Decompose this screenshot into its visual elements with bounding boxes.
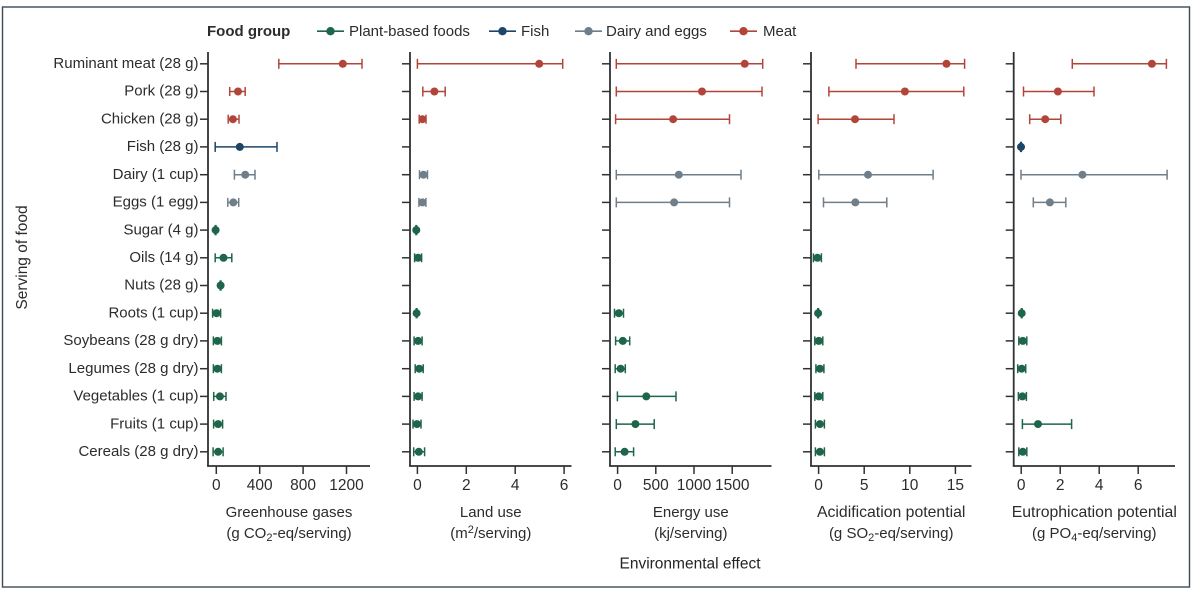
svg-text:Soybeans (28 g dry): Soybeans (28 g dry) [63, 332, 198, 349]
svg-text:Plant-based foods: Plant-based foods [349, 23, 470, 40]
svg-text:Energy use: Energy use [653, 504, 729, 521]
svg-text:(m2​/serving): (m2​/serving) [450, 524, 531, 542]
svg-text:5: 5 [860, 477, 869, 494]
svg-text:Fish (28 g): Fish (28 g) [127, 138, 199, 155]
svg-text:Oils (14 g): Oils (14 g) [129, 249, 198, 266]
svg-text:Fish: Fish [521, 23, 549, 40]
svg-text:(g CO2​-eq/serving): (g CO2​-eq/serving) [226, 525, 351, 544]
svg-text:Food group: Food group [207, 23, 290, 40]
svg-text:Legumes (28 g dry): Legumes (28 g dry) [68, 360, 198, 377]
svg-text:Fruits (1 cup): Fruits (1 cup) [110, 415, 198, 432]
svg-text:4: 4 [511, 477, 520, 494]
svg-text:Pork (28 g): Pork (28 g) [124, 83, 198, 100]
svg-text:0: 0 [1017, 477, 1026, 494]
svg-text:(kj/serving): (kj/serving) [654, 525, 727, 542]
svg-text:Acidification potential: Acidification potential [817, 504, 965, 521]
svg-text:400: 400 [247, 477, 273, 494]
svg-text:500: 500 [643, 477, 669, 494]
svg-text:10: 10 [901, 477, 919, 494]
svg-text:Ruminant meat (28 g): Ruminant meat (28 g) [53, 55, 198, 72]
svg-text:(g PO4​-eq/serving): (g PO4​-eq/serving) [1032, 525, 1157, 544]
svg-text:2: 2 [1056, 477, 1065, 494]
svg-text:Eggs (1 egg): Eggs (1 egg) [113, 194, 199, 211]
svg-text:6: 6 [560, 477, 569, 494]
svg-text:Cereals (28 g dry): Cereals (28 g dry) [78, 443, 198, 460]
svg-text:Sugar (4 g): Sugar (4 g) [123, 221, 198, 238]
svg-text:Eutrophication potential: Eutrophication potential [1012, 504, 1177, 521]
svg-text:0: 0 [212, 477, 221, 494]
svg-text:Meat: Meat [763, 23, 797, 40]
svg-text:800: 800 [290, 477, 316, 494]
svg-text:Roots (1 cup): Roots (1 cup) [108, 304, 198, 321]
svg-text:0: 0 [613, 477, 622, 494]
svg-text:Chicken (28 g): Chicken (28 g) [101, 110, 199, 127]
svg-text:15: 15 [947, 477, 964, 494]
svg-text:Nuts (28 g): Nuts (28 g) [124, 277, 198, 294]
svg-text:Greenhouse gases: Greenhouse gases [226, 504, 353, 521]
svg-text:Land use: Land use [460, 504, 522, 521]
svg-text:Environmental effect: Environmental effect [619, 556, 761, 573]
svg-text:Dairy (1 cup): Dairy (1 cup) [113, 166, 199, 183]
svg-text:0: 0 [413, 477, 422, 494]
svg-text:6: 6 [1134, 477, 1143, 494]
svg-text:4: 4 [1095, 477, 1104, 494]
svg-text:Serving of food: Serving of food [14, 205, 31, 309]
svg-text:1000: 1000 [677, 477, 712, 494]
svg-text:Vegetables (1 cup): Vegetables (1 cup) [73, 388, 198, 405]
svg-text:1500: 1500 [715, 477, 750, 494]
svg-text:Dairy and eggs: Dairy and eggs [606, 23, 707, 40]
svg-text:(g SO2​-eq/serving): (g SO2​-eq/serving) [829, 525, 954, 544]
svg-text:2: 2 [462, 477, 471, 494]
svg-text:1200: 1200 [329, 477, 364, 494]
svg-text:0: 0 [814, 477, 823, 494]
